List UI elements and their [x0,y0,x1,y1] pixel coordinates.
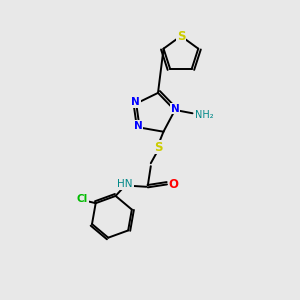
Text: N: N [134,121,142,131]
Text: N: N [131,97,140,107]
Text: HN: HN [117,179,133,189]
Text: N: N [171,104,180,114]
Text: Cl: Cl [77,194,88,204]
Text: NH₂: NH₂ [195,110,214,120]
Text: S: S [177,30,185,43]
Text: S: S [154,140,162,154]
Text: O: O [169,178,178,191]
